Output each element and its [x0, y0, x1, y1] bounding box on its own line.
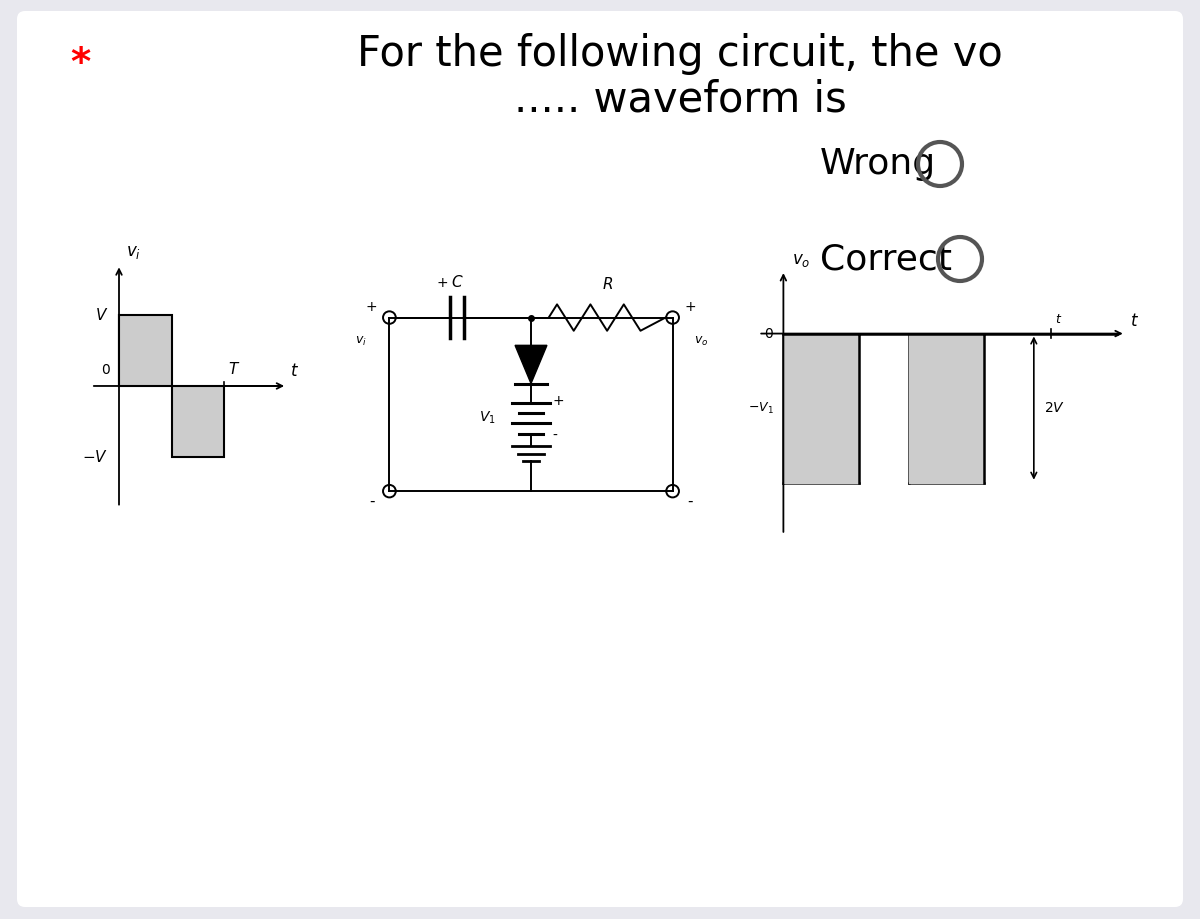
Text: +: + [437, 276, 449, 289]
Text: $v_i$: $v_i$ [355, 335, 367, 348]
Text: +: + [552, 394, 564, 408]
Text: +: + [684, 301, 696, 314]
Text: For the following circuit, the vo: For the following circuit, the vo [358, 33, 1003, 75]
Text: $T$: $T$ [228, 361, 240, 378]
Polygon shape [515, 346, 547, 383]
Bar [119, 314, 172, 386]
Text: $v_o$: $v_o$ [792, 251, 810, 268]
Text: +: + [366, 301, 378, 314]
Text: $0$: $0$ [763, 326, 773, 341]
Text: $0$: $0$ [101, 363, 110, 378]
Text: $t$: $t$ [1130, 312, 1139, 330]
Text: $-V$: $-V$ [83, 449, 108, 465]
Text: $v_i$: $v_i$ [126, 243, 142, 261]
Text: $V_1$: $V_1$ [479, 410, 496, 426]
Text: $R$: $R$ [601, 276, 613, 291]
Text: *: * [70, 45, 90, 83]
Text: $v_o$: $v_o$ [694, 335, 708, 348]
Text: $2V$: $2V$ [1044, 401, 1064, 415]
Text: -: - [552, 428, 557, 443]
Text: ..... waveform is: ..... waveform is [514, 78, 846, 120]
Text: Correct: Correct [820, 242, 952, 276]
Text: $-V_1$: $-V_1$ [748, 401, 773, 415]
Text: $V$: $V$ [95, 307, 108, 323]
Bar [172, 386, 224, 458]
Text: Wrong: Wrong [820, 147, 936, 181]
Text: $t$: $t$ [290, 362, 300, 380]
Text: -: - [688, 494, 694, 509]
Text: $t$: $t$ [1055, 313, 1062, 326]
FancyBboxPatch shape [17, 11, 1183, 907]
Text: -: - [368, 494, 374, 509]
Text: C: C [451, 275, 462, 289]
